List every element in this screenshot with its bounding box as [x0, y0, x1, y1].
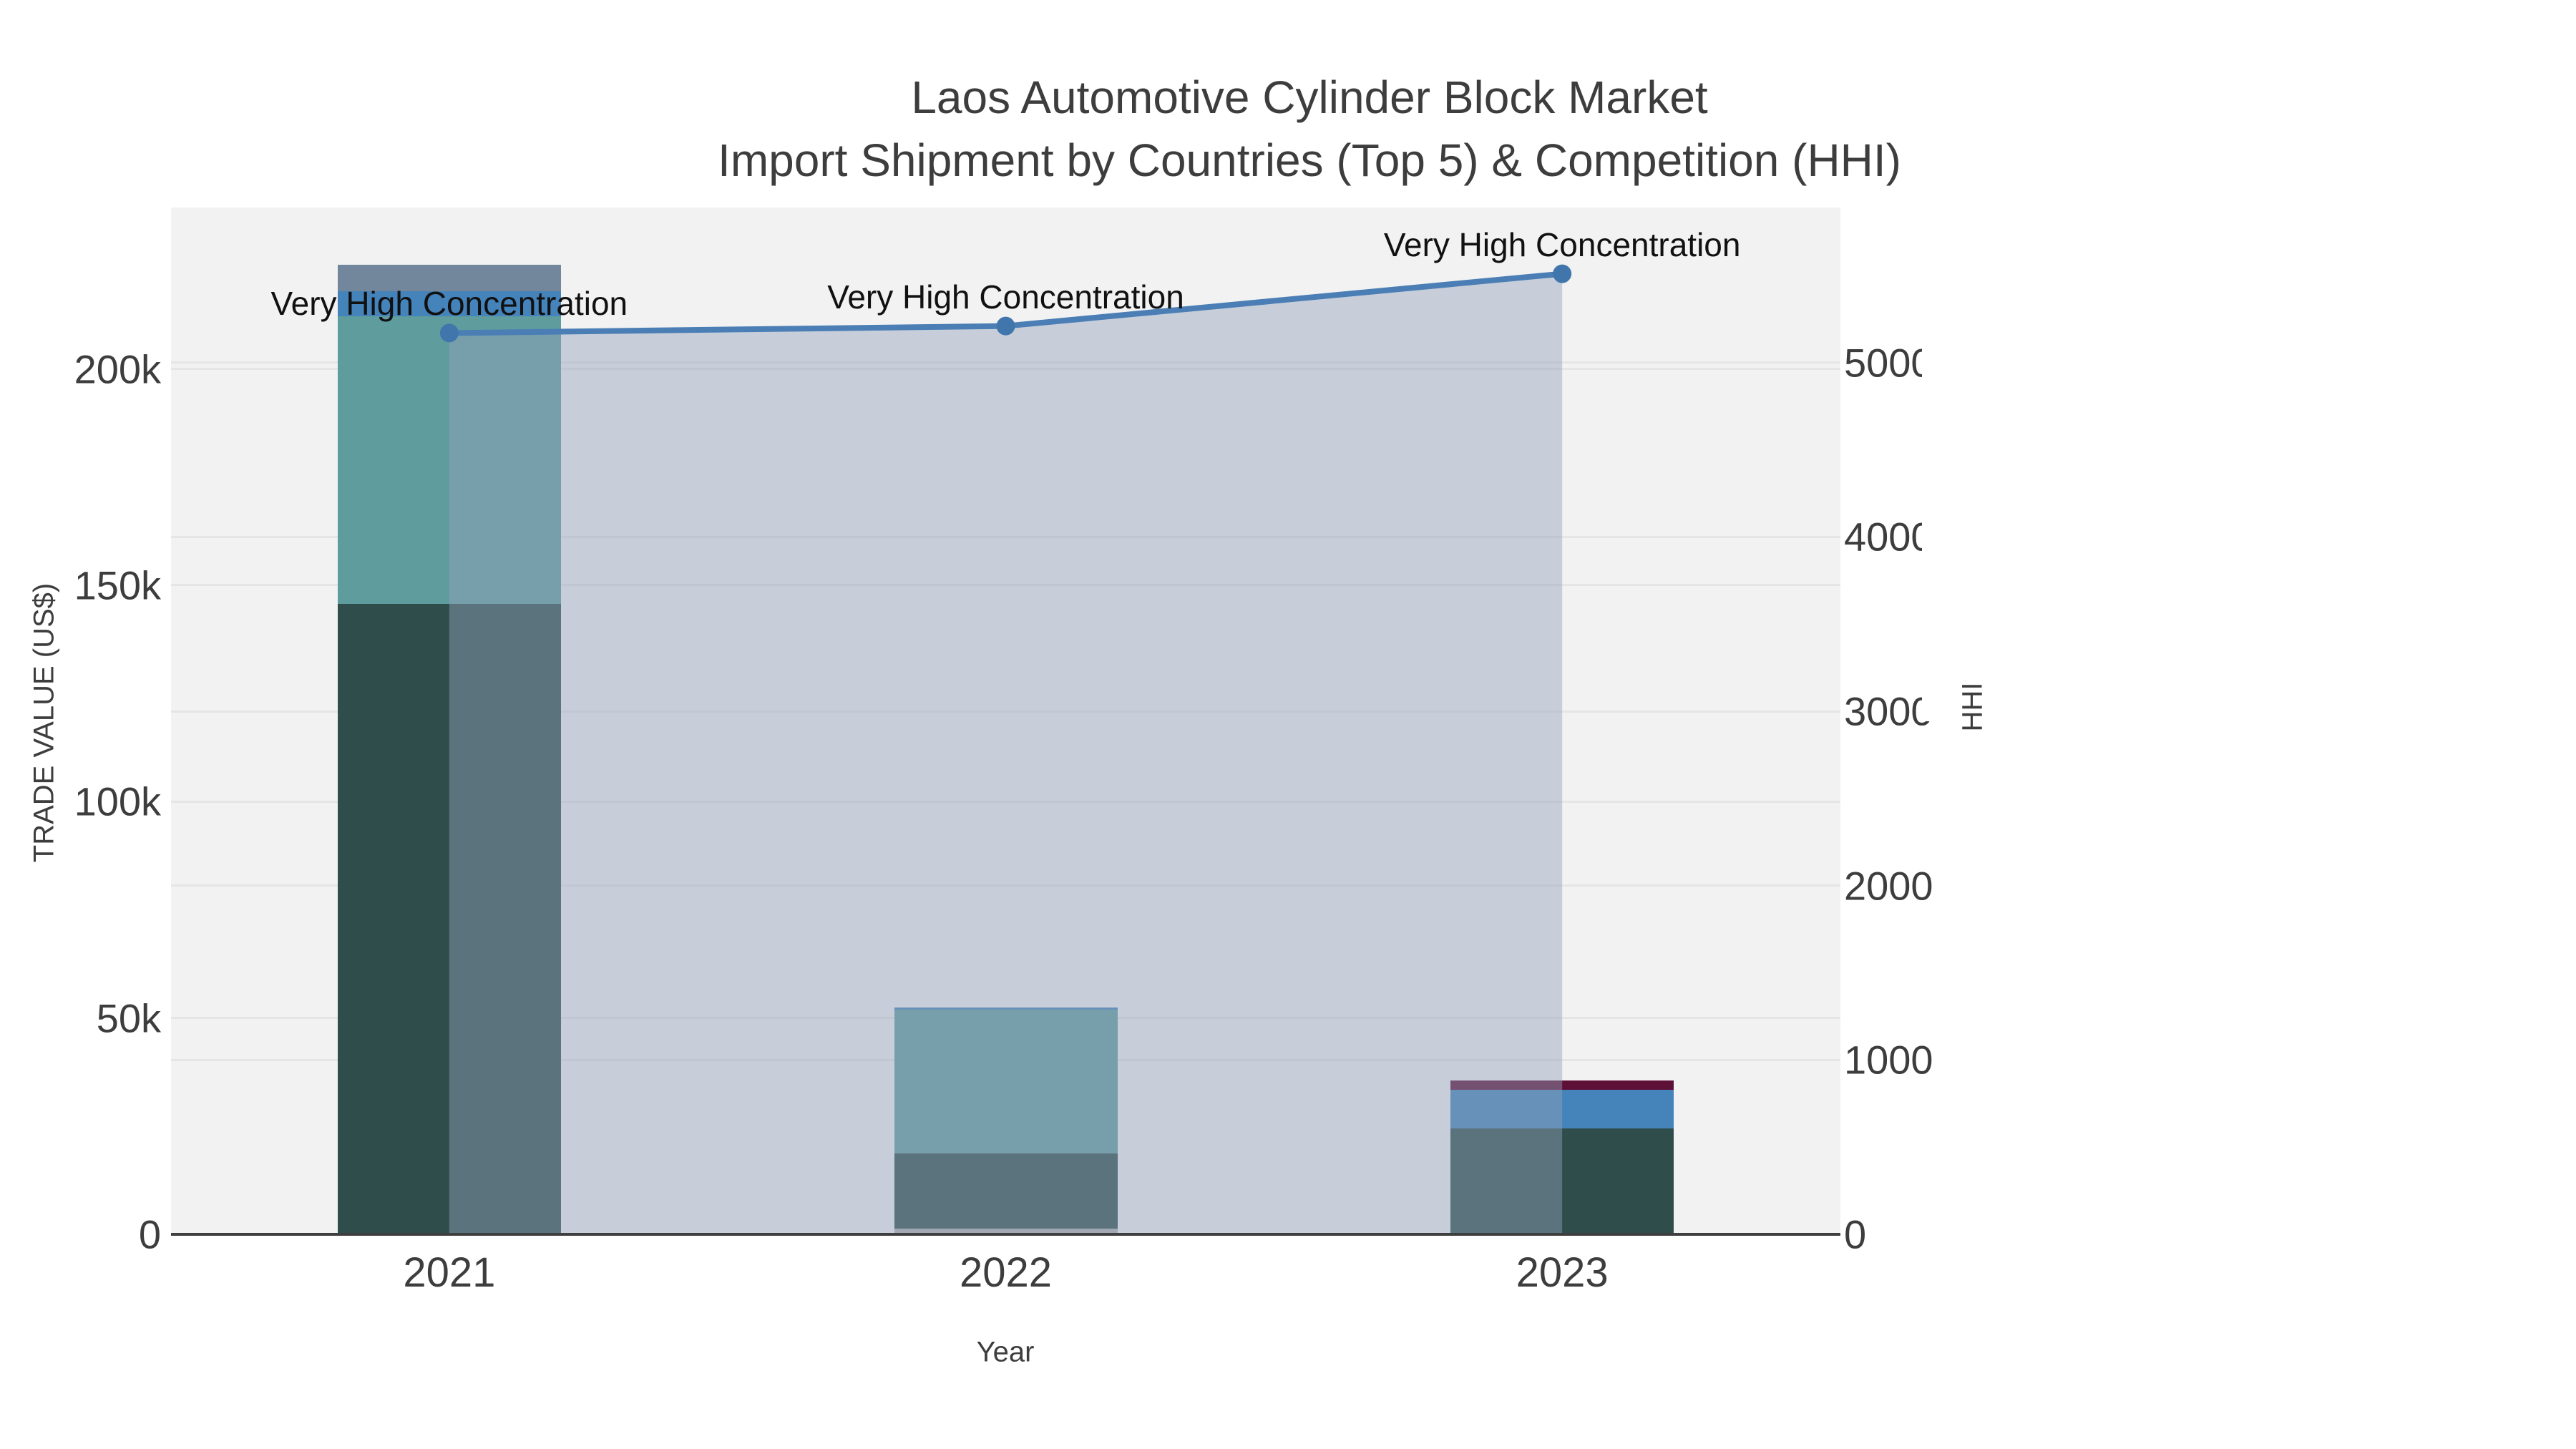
chart-title-line1: Laos Automotive Cylinder Block Market	[911, 72, 1708, 123]
gridline	[171, 800, 1840, 803]
bar-segment-thailand-2022	[894, 1010, 1118, 1153]
y-axis-right-title: HHI	[1956, 682, 1989, 732]
bar-segment-united-states-of-america-2021	[337, 603, 561, 1234]
y-right-tick-3000: 3000	[1844, 688, 1933, 734]
bar-segment-china-2023	[1450, 1090, 1674, 1128]
y-right-tick-1000: 1000	[1844, 1037, 1933, 1083]
y-right-tick-5000: 5000	[1844, 340, 1933, 386]
gridline	[171, 710, 1840, 713]
bar-segment-thailand-2021	[337, 316, 561, 604]
x-tick-2021: 2021	[403, 1249, 496, 1296]
chart-title-line2: Import Shipment by Countries (Top 5) & C…	[718, 135, 1901, 187]
y-left-tick-150k: 150k	[74, 562, 161, 608]
x-axis-line	[171, 1233, 1840, 1236]
bar-segment-others-2022	[894, 1229, 1118, 1234]
x-axis-title: Year	[976, 1336, 1035, 1368]
chart-title: Laos Automotive Cylinder Block Market Im…	[718, 66, 1901, 192]
gridline	[171, 361, 1840, 364]
bar-segment-china-2022	[894, 1008, 1118, 1010]
annotation-2021: Very High Concentration	[270, 285, 628, 323]
gridline	[171, 535, 1840, 538]
y-right-tick-2000: 2000	[1844, 863, 1933, 909]
y-left-tick-200k: 200k	[74, 346, 161, 392]
bar-segment-united-states-of-america-2022	[894, 1153, 1118, 1229]
y-left-tick-50k: 50k	[96, 995, 161, 1041]
gridline	[171, 584, 1840, 587]
annotation-2022: Very High Concentration	[827, 278, 1184, 316]
legend-background	[1922, 252, 2576, 721]
y-axis-left-title: TRADE VALUE (US$)	[28, 582, 60, 863]
annotation-2023: Very High Concentration	[1383, 225, 1741, 263]
x-tick-2023: 2023	[1516, 1249, 1609, 1296]
y-left-tick-100k: 100k	[74, 779, 161, 824]
y-right-tick-4000: 4000	[1844, 514, 1933, 560]
y-right-tick-0: 0	[1844, 1211, 1867, 1257]
bar-segment-united-states-of-america-2023	[1450, 1128, 1674, 1234]
y-left-tick-0: 0	[138, 1211, 161, 1257]
x-tick-2022: 2022	[959, 1249, 1053, 1296]
gridline	[171, 884, 1840, 887]
gridline	[171, 368, 1840, 371]
bar-segment-singapore-2023	[1450, 1080, 1674, 1091]
